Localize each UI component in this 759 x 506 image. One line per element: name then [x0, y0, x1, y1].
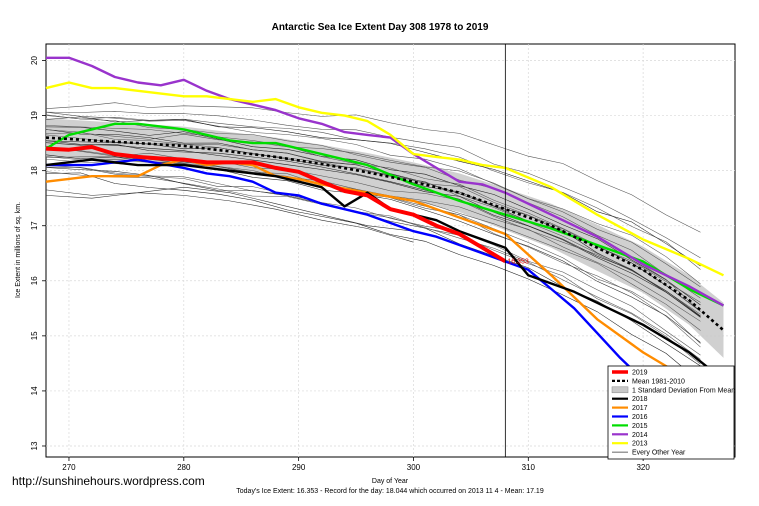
series-line-2014 [46, 56, 725, 307]
x-axis-label: Day of Year [372, 478, 409, 485]
other-year-line [45, 142, 701, 318]
legend-label: 2013 [632, 441, 648, 448]
legend-label: 2019 [632, 370, 648, 377]
y-tick-label: 13 [30, 441, 39, 450]
legend-swatch [611, 386, 629, 394]
other-year-line [45, 172, 701, 383]
axis-ticks: 270 280 290 300 310 320 13 14 15 16 17 18 19 20 [30, 56, 650, 472]
x-tick-label: 290 [292, 463, 306, 472]
other-year-line [45, 132, 701, 285]
other-year-line [45, 165, 701, 356]
other-year-line [45, 102, 701, 233]
legend-label: Mean 1981-2010 [632, 378, 685, 385]
other-year-line [45, 171, 701, 360]
y-tick-label: 18 [30, 166, 39, 175]
other-year-line [45, 140, 701, 317]
y-tick-label: 20 [30, 56, 39, 65]
series-line-mean-1981-2010 [45, 136, 725, 332]
x-tick-label: 270 [62, 463, 76, 472]
other-year-line [45, 186, 414, 232]
legend-label: 2015 [632, 423, 648, 430]
series-line-2013 [45, 81, 725, 277]
other-year-line [45, 116, 701, 267]
other-year-line [45, 129, 701, 317]
y-tick-label: 17 [30, 221, 39, 230]
x-tick-label: 310 [522, 463, 536, 472]
other-year-line [45, 111, 701, 288]
legend-box [607, 365, 735, 460]
legend-label: 2017 [632, 405, 648, 412]
other-year-line [46, 167, 701, 365]
other-year-line [45, 115, 701, 299]
y-axis-label: Ice Extent in millions of sq. km. [15, 202, 22, 298]
x-tick-label: 280 [177, 463, 191, 472]
website-url: http://sunshinehours.wordpress.com [12, 474, 205, 488]
y-tick-label: 14 [30, 386, 39, 395]
x-tick-label: 300 [407, 463, 421, 472]
y-tick-label: 16 [30, 276, 39, 285]
chart-title: Antarctic Sea Ice Extent Day 308 1978 to… [272, 22, 489, 33]
legend-label: 2018 [632, 396, 648, 403]
legend-label: 1 Standard Deviation From Mean [632, 387, 735, 394]
legend-label: Every Other Year [632, 450, 686, 457]
footer-summary: Today's Ice Extent: 16.353 - Record for … [236, 488, 544, 495]
x-tick-label: 320 [636, 463, 650, 472]
legend-label: 2016 [632, 414, 648, 421]
other-year-line [45, 192, 414, 243]
y-tick-label: 19 [30, 111, 39, 120]
current-value-label: 16.353 [507, 258, 529, 265]
legend-label: 2014 [632, 432, 648, 439]
other-year-line [45, 111, 701, 259]
y-tick-label: 15 [30, 331, 39, 340]
series-line-2019 [45, 145, 507, 264]
other-year-line [45, 126, 701, 306]
